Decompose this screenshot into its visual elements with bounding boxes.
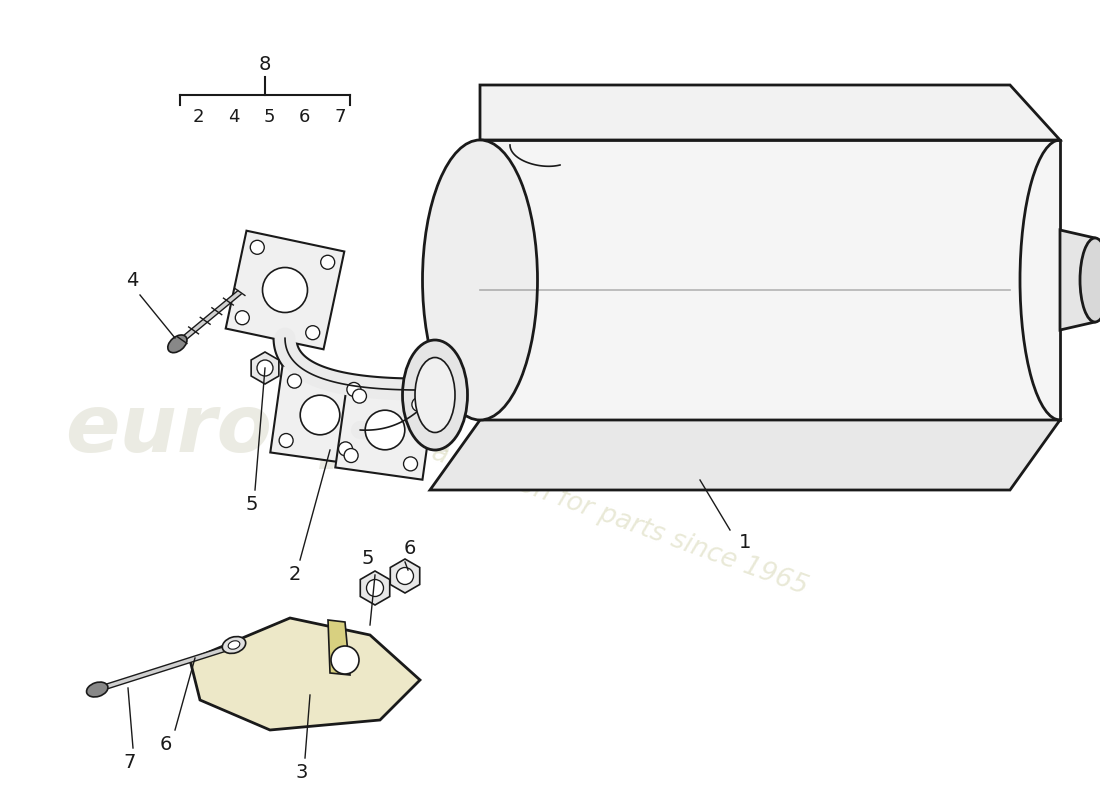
Polygon shape — [361, 571, 389, 605]
Text: 6: 6 — [404, 539, 416, 558]
Text: 3: 3 — [296, 763, 308, 782]
Text: a passion for parts since 1965: a passion for parts since 1965 — [428, 440, 812, 600]
Text: 2: 2 — [289, 566, 301, 585]
Ellipse shape — [168, 335, 187, 353]
Ellipse shape — [352, 389, 366, 403]
Text: 7: 7 — [124, 753, 136, 771]
Polygon shape — [328, 620, 350, 675]
Polygon shape — [226, 230, 344, 350]
Ellipse shape — [287, 374, 301, 388]
Ellipse shape — [87, 682, 108, 697]
Polygon shape — [430, 420, 1060, 490]
Ellipse shape — [321, 255, 334, 270]
Ellipse shape — [404, 457, 418, 471]
Text: 7: 7 — [334, 108, 345, 126]
Text: 6: 6 — [160, 735, 173, 754]
Ellipse shape — [396, 567, 414, 585]
Text: 5: 5 — [245, 495, 258, 514]
Text: 1: 1 — [739, 534, 751, 553]
Ellipse shape — [415, 358, 455, 433]
Ellipse shape — [228, 641, 240, 650]
Polygon shape — [336, 380, 434, 480]
Ellipse shape — [366, 579, 384, 597]
Polygon shape — [190, 618, 420, 730]
Ellipse shape — [257, 360, 273, 376]
Ellipse shape — [300, 395, 340, 435]
Ellipse shape — [339, 442, 352, 456]
Text: 4: 4 — [228, 108, 240, 126]
Ellipse shape — [306, 326, 320, 340]
Text: 2: 2 — [192, 108, 204, 126]
Polygon shape — [1060, 230, 1094, 330]
Ellipse shape — [403, 340, 467, 450]
Ellipse shape — [411, 398, 426, 411]
Text: eurospares: eurospares — [66, 391, 574, 469]
Polygon shape — [271, 366, 370, 465]
Polygon shape — [251, 352, 279, 384]
Ellipse shape — [1080, 238, 1100, 322]
Polygon shape — [480, 85, 1060, 140]
Ellipse shape — [331, 646, 359, 674]
Text: 8: 8 — [258, 55, 272, 74]
Text: 5: 5 — [362, 549, 374, 567]
Ellipse shape — [422, 140, 538, 420]
Ellipse shape — [251, 240, 264, 254]
Text: 6: 6 — [299, 108, 310, 126]
Ellipse shape — [222, 637, 245, 654]
Text: 5: 5 — [263, 108, 275, 126]
Ellipse shape — [365, 410, 405, 450]
Polygon shape — [390, 559, 420, 593]
Ellipse shape — [263, 267, 308, 313]
Ellipse shape — [279, 434, 293, 447]
Ellipse shape — [344, 449, 359, 462]
Text: 4: 4 — [125, 270, 139, 290]
Ellipse shape — [346, 382, 361, 397]
Ellipse shape — [235, 310, 250, 325]
Polygon shape — [480, 140, 1060, 420]
